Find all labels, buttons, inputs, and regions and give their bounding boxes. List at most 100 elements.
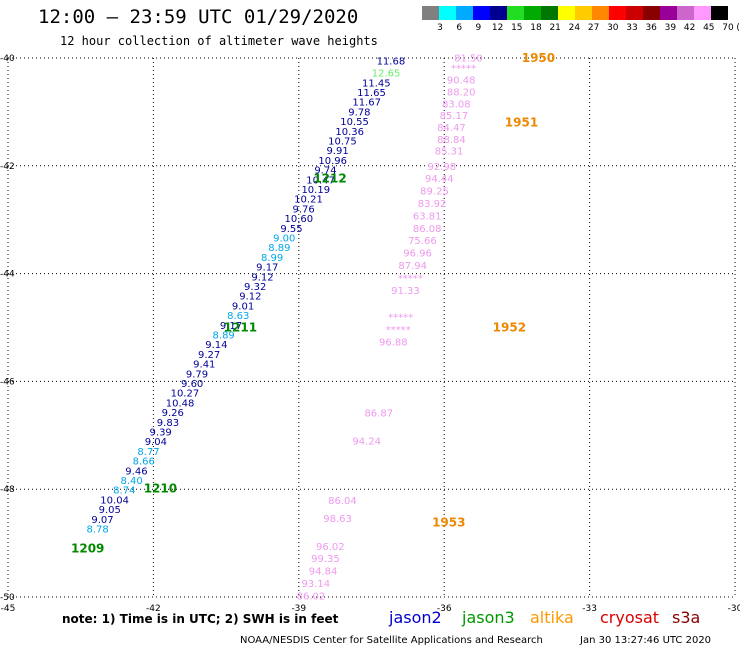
colorbar-swatch <box>575 6 592 20</box>
colorbar-label: 33 <box>626 23 638 33</box>
data-point-label: 9.79 <box>186 369 208 380</box>
data-point-label: 86.02 <box>297 591 326 602</box>
colorbar-label: 42 <box>683 23 696 33</box>
colorbar-label: 3 <box>437 23 443 33</box>
colorbar-swatch <box>456 6 473 20</box>
footer-note: note: 1) Time is in UTC; 2) SWH is in fe… <box>62 612 339 626</box>
data-point-label: 9.41 <box>193 360 215 371</box>
data-point-label: 10.75 <box>328 136 357 147</box>
data-point-label: 9.26 <box>162 408 184 419</box>
data-point-label: 9.83 <box>157 418 179 429</box>
data-point-label: 9.07 <box>91 515 113 526</box>
data-point-label: 10.60 <box>284 214 313 225</box>
y-tick-label: -40 <box>0 54 15 64</box>
colorbar-swatch <box>422 6 439 20</box>
data-point-label: 9.76 <box>293 204 315 215</box>
data-point-label: 93.14 <box>301 579 330 590</box>
y-tick-label: -42 <box>0 162 15 172</box>
data-point-label: ***** <box>398 273 423 284</box>
colorbar-swatch <box>677 6 694 20</box>
data-point-label: 8.40 <box>120 476 142 487</box>
data-point-label: 10.27 <box>171 389 200 400</box>
data-point-label: 96.02 <box>316 542 345 553</box>
data-point-label: 9.05 <box>99 505 121 516</box>
colorbar-swatch <box>558 6 575 20</box>
colorbar-swatch <box>694 6 711 20</box>
data-point-label: 8.63 <box>227 311 249 322</box>
data-point-label: 11.65 <box>357 88 386 99</box>
data-point-label: 91.33 <box>391 286 420 297</box>
data-point-label: 8.74 <box>113 486 135 497</box>
pass-time-label: 1951 <box>505 116 538 130</box>
data-point-label: 9.74 <box>314 166 336 177</box>
colorbar-swatch <box>439 6 456 20</box>
page-title: 12:00 – 23:59 UTC 01/29/2020 <box>38 6 359 28</box>
colorbar-label: 9 <box>475 23 482 33</box>
data-point-label: 84.47 <box>437 123 466 134</box>
pass-time-label: 1950 <box>522 51 555 65</box>
colorbar-swatch <box>643 6 660 20</box>
data-point-label: 12.65 <box>372 69 401 80</box>
data-point-label: 11.68 <box>377 57 406 68</box>
data-point-label: 92.98 <box>427 162 456 173</box>
data-point-label: 9.27 <box>198 350 220 361</box>
colorbar-swatch <box>609 6 626 20</box>
colorbar-label: 24 <box>568 23 581 33</box>
data-point-label: 9.60 <box>181 379 203 390</box>
data-point-label: 9.12 <box>239 292 261 303</box>
data-point-label: 96.96 <box>403 249 432 260</box>
data-point-label: 11.45 <box>362 78 391 89</box>
legend-item-jason2: jason2 <box>389 608 442 627</box>
data-point-label: 10.19 <box>301 185 330 196</box>
data-point-label: 8.89 <box>213 331 235 342</box>
x-tick-label: -30 <box>728 604 740 612</box>
data-point-label: 83.92 <box>418 199 447 210</box>
legend-item-altika: altika <box>530 608 574 627</box>
x-tick-label: -42 <box>146 604 161 612</box>
data-point-label: ***** <box>386 325 411 336</box>
data-point-label: 75.66 <box>408 236 437 247</box>
data-point-label: 86.87 <box>364 409 393 420</box>
data-point-label: 8.78 <box>87 525 109 536</box>
data-point-label: 90.48 <box>447 76 476 87</box>
colorbar-swatch <box>507 6 524 20</box>
colorbar-label: 15 <box>511 23 523 33</box>
footer-credit: NOAA/NESDIS Center for Satellite Applica… <box>240 635 543 646</box>
colorbar-swatch <box>524 6 541 20</box>
data-point-label: 10.96 <box>318 156 347 167</box>
pass-time-label: 1953 <box>432 516 465 530</box>
data-point-label: 94.84 <box>309 567 338 578</box>
footer-timestamp: Jan 30 13:27:46 UTC 2020 <box>580 635 712 646</box>
data-point-label: 9.12 <box>251 272 273 283</box>
data-point-label: 83.08 <box>442 99 471 110</box>
y-tick-label: -50 <box>0 593 15 603</box>
colorbar-label: 45 <box>703 23 715 33</box>
data-point-label: 10.55 <box>340 117 369 128</box>
colorbar-label: 12 <box>491 23 504 33</box>
data-point-label: 86.04 <box>328 496 357 507</box>
data-point-label: 89.25 <box>420 187 449 198</box>
data-point-label: 94.44 <box>425 174 454 185</box>
data-point-label: 86.08 <box>413 224 442 235</box>
data-point-label: 10.21 <box>294 195 323 206</box>
data-point-label: 87.94 <box>398 261 427 272</box>
pass-time-label: 1209 <box>71 541 104 555</box>
colorbar-label: 39 <box>664 23 677 33</box>
data-point-label: 94.24 <box>352 437 381 448</box>
legend-item-jason3: jason3 <box>462 608 515 627</box>
x-tick-label: -33 <box>582 604 597 612</box>
data-point-label: 9.39 <box>150 428 172 439</box>
data-point-label: 9.01 <box>232 301 254 312</box>
data-point-label: 9.55 <box>280 224 302 235</box>
data-point-label: 85.17 <box>440 111 469 122</box>
colorbar-swatch <box>626 6 643 20</box>
data-point-label: 9.32 <box>244 282 266 293</box>
colorbar-label: 21 <box>549 23 561 33</box>
data-point-label: 10.36 <box>335 127 364 138</box>
colorbar-unit: (ft) <box>736 23 740 33</box>
data-point-label: 88.84 <box>437 135 466 146</box>
page-subtitle: 12 hour collection of altimeter wave hei… <box>60 34 378 48</box>
data-point-label: 9.04 <box>145 437 167 448</box>
colorbar-label: 30 <box>607 23 619 33</box>
colorbar-swatch <box>711 6 728 20</box>
